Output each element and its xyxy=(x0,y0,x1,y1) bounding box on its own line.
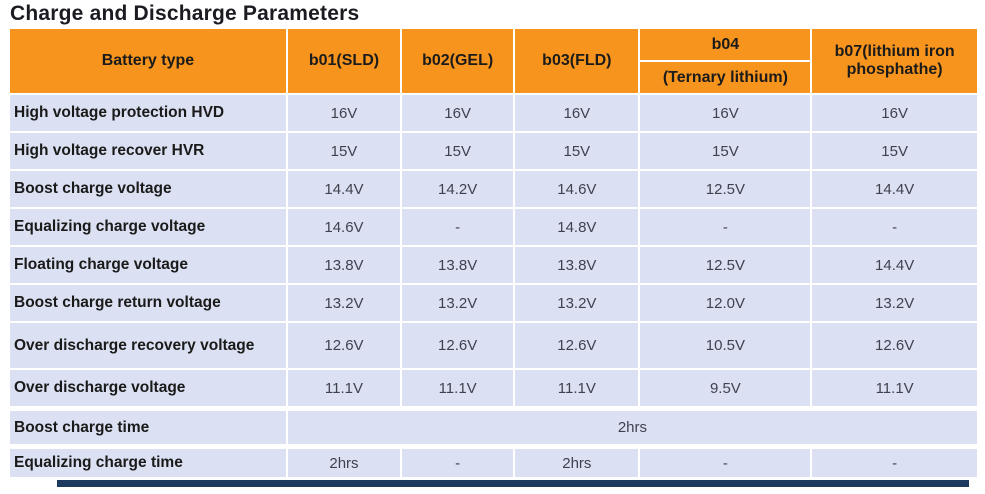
cell-value: 13.8V xyxy=(402,247,514,283)
header-cell-b04-top: b04 xyxy=(640,29,811,60)
page-title: Charge and Discharge Parameters xyxy=(10,2,360,25)
row-label: Boost charge return voltage xyxy=(10,285,286,321)
cell-value: 13.2V xyxy=(402,285,514,321)
cell-value: 11.1V xyxy=(287,370,401,406)
row-label: Over discharge voltage xyxy=(10,370,286,406)
cell-value: 12.6V xyxy=(812,323,977,368)
cell-value: 11.1V xyxy=(515,370,639,406)
cell-value: 12.6V xyxy=(515,323,639,368)
cell-value: 15V xyxy=(515,133,639,169)
table-row: Equalizing charge time 2hrs - 2hrs - - xyxy=(10,446,977,477)
cell-value: 9.5V xyxy=(640,370,811,406)
row-label: High voltage recover HVR xyxy=(10,133,286,169)
cell-value: 13.2V xyxy=(515,285,639,321)
cell-value: 14.8V xyxy=(515,209,639,245)
cell-value: 15V xyxy=(287,133,401,169)
cell-value: - xyxy=(640,446,811,477)
row-label: Boost charge time xyxy=(10,408,286,444)
cell-value: 16V xyxy=(812,95,977,131)
cell-value: 14.4V xyxy=(287,171,401,207)
row-label: High voltage protection HVD xyxy=(10,95,286,131)
cell-value: - xyxy=(402,446,514,477)
cell-value: 14.4V xyxy=(812,171,977,207)
cell-value: 15V xyxy=(812,133,977,169)
cell-value: 14.6V xyxy=(287,209,401,245)
table-row: High voltage recover HVR 15V 15V 15V 15V… xyxy=(10,133,977,169)
cell-value: 16V xyxy=(515,95,639,131)
header-cell-b03: b03(FLD) xyxy=(515,29,639,93)
header-row-2: (Ternary lithium) xyxy=(10,62,977,93)
cell-value: 10.5V xyxy=(640,323,811,368)
charge-discharge-params-table: Battery type b01(SLD) b02(GEL) b03(FLD) … xyxy=(8,27,979,479)
cell-value: 16V xyxy=(287,95,401,131)
header-cell-b02: b02(GEL) xyxy=(402,29,514,93)
cell-value: - xyxy=(812,209,977,245)
cell-value: 14.2V xyxy=(402,171,514,207)
cell-value: 14.6V xyxy=(515,171,639,207)
cell-value: 13.8V xyxy=(287,247,401,283)
row-label: Boost charge voltage xyxy=(10,171,286,207)
cell-value: 11.1V xyxy=(812,370,977,406)
row-label: Equalizing charge voltage xyxy=(10,209,286,245)
cell-value: 12.5V xyxy=(640,247,811,283)
row-label: Over discharge recovery voltage xyxy=(10,323,286,368)
row-label: Equalizing charge time xyxy=(10,446,286,477)
clipped-next-section xyxy=(0,479,985,487)
cell-value: 11.1V xyxy=(402,370,514,406)
cell-value: - xyxy=(812,446,977,477)
table-row: Boost charge time 2hrs xyxy=(10,408,977,444)
row-label: Floating charge voltage xyxy=(10,247,286,283)
cell-value: 12.6V xyxy=(287,323,401,368)
table-row: Equalizing charge voltage 14.6V - 14.8V … xyxy=(10,209,977,245)
clipped-bottom-bar xyxy=(57,480,969,487)
cell-value-spanning: 2hrs xyxy=(287,408,977,444)
cell-value: 14.4V xyxy=(812,247,977,283)
cell-value: - xyxy=(402,209,514,245)
cell-value: 15V xyxy=(640,133,811,169)
cell-value: 2hrs xyxy=(515,446,639,477)
header-row-1: Battery type b01(SLD) b02(GEL) b03(FLD) … xyxy=(10,29,977,93)
cell-value: 12.6V xyxy=(402,323,514,368)
table-row: Boost charge return voltage 13.2V 13.2V … xyxy=(10,285,977,321)
table-row: Boost charge voltage 14.4V 14.2V 14.6V 1… xyxy=(10,171,977,207)
cell-value: 12.0V xyxy=(640,285,811,321)
table-row: Over discharge voltage 11.1V 11.1V 11.1V… xyxy=(10,370,977,406)
table-row: Over discharge recovery voltage 12.6V 12… xyxy=(10,323,977,368)
cell-value: 15V xyxy=(402,133,514,169)
cell-value: 12.5V xyxy=(640,171,811,207)
cell-value: 13.2V xyxy=(287,285,401,321)
header-cell-battery-type: Battery type xyxy=(10,29,286,93)
page: Charge and Discharge Parameters Battery … xyxy=(0,2,985,479)
table-row: High voltage protection HVD 16V 16V 16V … xyxy=(10,95,977,131)
cell-value: 13.8V xyxy=(515,247,639,283)
header-cell-b04-bottom: (Ternary lithium) xyxy=(640,62,811,93)
cell-value: 13.2V xyxy=(812,285,977,321)
table-row: Floating charge voltage 13.8V 13.8V 13.8… xyxy=(10,247,977,283)
cell-value: 2hrs xyxy=(287,446,401,477)
cell-value: 16V xyxy=(640,95,811,131)
cell-value: - xyxy=(640,209,811,245)
header-cell-b01: b01(SLD) xyxy=(287,29,401,93)
header-cell-b07: b07(lithium iron phosphathe) xyxy=(812,29,977,93)
cell-value: 16V xyxy=(402,95,514,131)
